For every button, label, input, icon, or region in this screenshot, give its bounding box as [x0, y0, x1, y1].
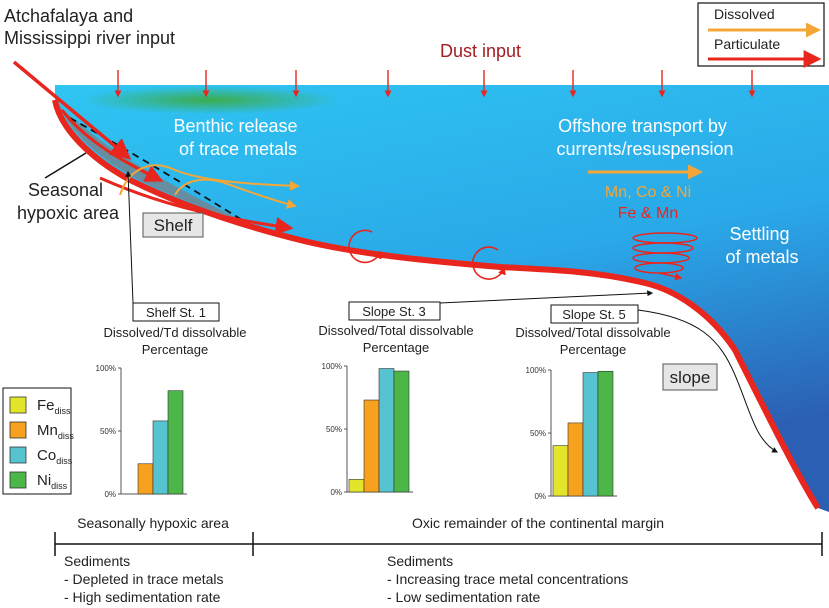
chart-1-title: Dissolved/Td dissolvable [103, 325, 246, 340]
bar-co [152, 420, 169, 495]
slope-label: slope [670, 368, 711, 387]
chart-2-title: Dissolved/Total dissolvable [318, 323, 473, 338]
chart-3-subtitle: Percentage [560, 342, 627, 357]
bar-fe [552, 445, 569, 497]
shelf-box [142, 212, 204, 238]
dust-arrows [114, 70, 756, 98]
chart-1-subtitle: Percentage [142, 342, 209, 357]
station-1-pointer [125, 170, 134, 304]
resuspension-swirl-icon [348, 229, 382, 264]
shelf-label: Shelf [154, 216, 193, 235]
offshore-transport-label: Offshore transport by currents/resuspens… [556, 116, 733, 159]
y-tick-label: 100% [96, 364, 116, 373]
legend-item-fe: Fediss [9, 396, 71, 416]
y-tick-label: 100% [526, 366, 546, 375]
station-5-label: Slope St. 5 [562, 307, 626, 322]
legend-swatch [9, 446, 27, 464]
slope-box [662, 363, 718, 391]
legend-item-ni: Nidiss [9, 471, 68, 491]
bar-ni [393, 370, 410, 493]
resuspension-swirl-icon [471, 246, 506, 280]
station-1-box [132, 302, 220, 322]
legend-label: Codiss [37, 447, 73, 466]
y-tick-label: 0% [330, 488, 342, 497]
bar-co [378, 368, 395, 493]
particulate-shelf-arrow [99, 176, 294, 235]
legend-particulate-label: Particulate [714, 36, 780, 52]
bar-chart-2: 0% 50% 100% [322, 362, 413, 497]
legend-item-mn: Mndiss [9, 421, 74, 441]
station-5-box [550, 304, 639, 324]
chart-2-subtitle: Percentage [363, 340, 430, 355]
bar-mn [363, 399, 380, 493]
settling-spiral-icon [632, 232, 698, 281]
station-3-pointer [439, 290, 654, 304]
legend-label: Nidiss [37, 472, 68, 491]
y-tick-label: 50% [326, 425, 342, 434]
bar-mn [567, 422, 584, 497]
dust-input-label: Dust input [440, 41, 521, 61]
bar-chart-1: 0% 50% 100% [96, 364, 187, 499]
metals-particulate-label: Fe & Mn [618, 205, 678, 222]
element-legend: Fediss Mndiss Codiss Nidiss [9, 396, 74, 491]
hypoxic-pointer [44, 152, 87, 179]
y-tick-label: 50% [100, 427, 116, 436]
benthic-release-label: Benthic release of trace metals [173, 116, 302, 159]
station-5-pointer [637, 309, 779, 453]
station-3-label: Slope St. 3 [362, 304, 426, 319]
hypoxic-area-label: Seasonal hypoxic area [17, 180, 120, 223]
dissolved-flow-arrow-2 [174, 178, 297, 209]
legend-label: Mndiss [37, 422, 74, 441]
y-tick-label: 0% [534, 492, 546, 501]
metals-dissolved-label: Mn, Co & Ni [605, 184, 691, 201]
bar-ni [597, 370, 614, 497]
y-tick-label: 0% [104, 490, 116, 499]
settling-label: Settling of metals [725, 224, 798, 267]
legend-item-co: Codiss [9, 446, 73, 466]
y-tick-label: 50% [530, 429, 546, 438]
chart-3-title: Dissolved/Total dissolvable [515, 325, 670, 340]
station-1-label: Shelf St. 1 [146, 305, 206, 320]
y-tick-label: 100% [322, 362, 342, 371]
legend-label: Fediss [37, 397, 71, 416]
zone-right-sediments: Sediments - Increasing trace metal conce… [387, 553, 632, 605]
bar-ni [167, 390, 184, 495]
legend-swatch [9, 471, 27, 489]
zone-right-title: Oxic remainder of the continental margin [412, 515, 664, 531]
bar-fe [348, 479, 365, 493]
dissolved-flow-arrow-1 [119, 164, 300, 196]
bar-co [582, 372, 599, 497]
legend-swatch [9, 396, 27, 414]
zone-left-title: Seasonally hypoxic area [77, 515, 229, 531]
legend-dissolved-label: Dissolved [714, 6, 775, 22]
flux-legend: Dissolved Particulate [697, 2, 825, 68]
hypoxic-boundary [69, 117, 251, 226]
river-input-arrow [12, 60, 132, 160]
river-input-label: Atchafalaya and Mississippi river input [4, 6, 175, 48]
particulate-flow-arrow [60, 109, 164, 182]
plankton-bloom [80, 86, 340, 114]
zone-left-sediments: Sediments - Depleted in trace metals - H… [64, 553, 227, 605]
bar-chart-3: 0% 50% 100% [526, 366, 617, 501]
bar-charts: 0% 50% 100% 0% 50% 100% 0% 50% 100% [96, 362, 617, 501]
bar-mn [137, 463, 154, 495]
zone-bracket [54, 532, 823, 556]
legend-swatch [9, 421, 27, 439]
station-3-box [348, 301, 441, 321]
